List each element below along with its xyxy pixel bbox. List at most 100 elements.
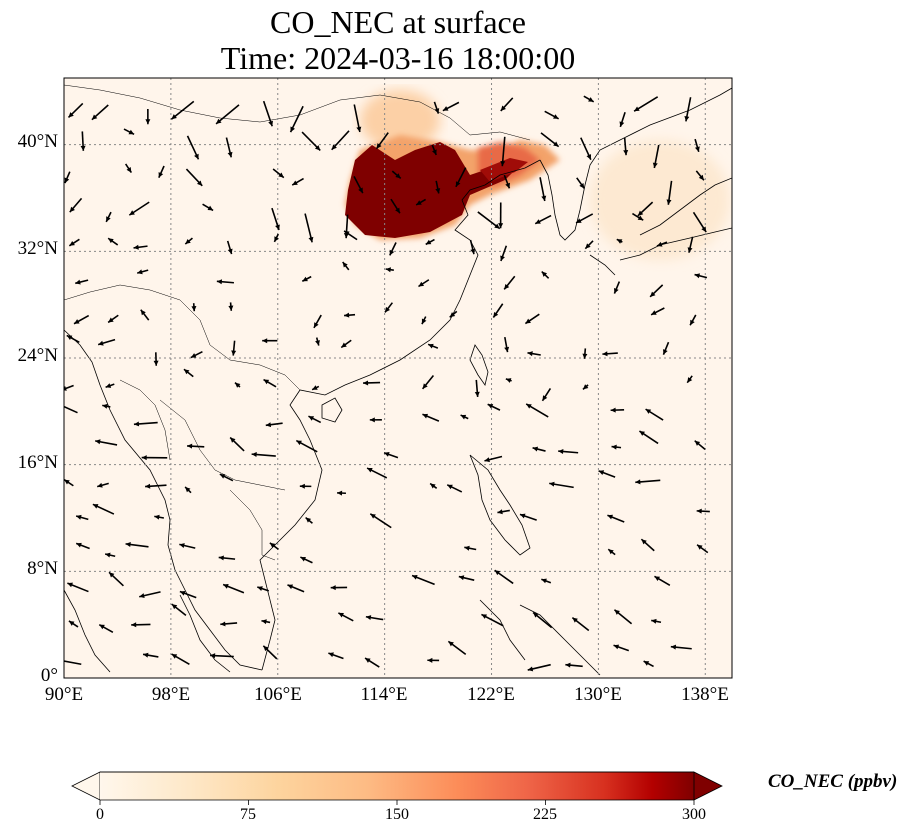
wind-arrow [337,612,354,622]
wind-arrow [421,375,435,390]
colorbar-tick-label: 150 [385,806,409,823]
wind-arrow [652,144,660,169]
wind-arrow [694,273,708,279]
coastline-sumatra [64,589,111,673]
lon-tick-label: 98°E [151,684,191,705]
wind-arrow [95,439,118,446]
wind-arrow [670,644,692,650]
border-laos-thailand [159,399,286,491]
wind-arrow [179,543,196,549]
wind-arrow [418,279,430,288]
wind-arrow [694,440,706,450]
wind-arrow [231,340,237,356]
wind-arrow [123,128,135,135]
lon-tick-label: 90°E [44,684,84,705]
coastline-philippines [469,454,531,556]
wind-arrow [607,548,616,556]
colorbar-tick-label: 75 [240,806,256,823]
wind-arrow [97,482,109,488]
wind-arrow [68,238,80,247]
co-concentration-field [345,90,730,260]
wind-arrow [687,236,694,253]
wind-arrow [64,384,74,391]
wind-arrow [330,585,348,591]
wind-arrow [92,503,115,515]
map-subtitle-time: Time: 2024-03-16 18:00:00 [220,40,576,76]
wind-arrow [102,403,111,409]
wind-arrow [684,97,692,122]
wind-arrow [186,135,200,160]
wind-arrow [689,314,697,326]
wind-arrow [75,279,89,285]
wind-arrow [696,544,709,554]
wind-arrow [656,241,668,247]
border-china-mongolia [64,84,531,141]
wind-arrow [265,422,283,428]
wind-arrow [503,174,511,189]
wind-arrow [295,439,318,453]
wind-arrow [623,137,629,156]
wind-arrow [421,316,427,325]
wind-arrow [269,542,279,551]
wind-arrow [607,514,625,523]
wind-arrow [105,383,115,388]
wind-arrow [541,388,552,402]
wind-arrow [363,380,381,386]
wind-arrow [525,403,549,418]
wind-arrow [576,177,585,189]
wind-arrow [133,244,148,250]
wind-arrow [154,514,165,520]
wind-arrow [385,267,394,273]
wind-arrow [328,652,344,660]
wind-arrow [261,619,271,625]
wind-arrow [558,449,579,454]
wind-arrow [139,591,161,599]
wind-arrow [458,575,475,581]
wind-arrow [344,312,356,318]
wind-arrow [304,213,314,243]
country-borders [64,84,531,561]
wind-arrow [64,405,78,414]
map-frame [63,77,733,679]
wind-arrow [527,351,541,357]
wind-arrow [692,211,707,233]
wind-arrow [251,452,276,458]
wind-arrow [289,105,304,133]
wind-arrow [524,313,540,325]
wind-arrow [216,279,234,285]
wind-arrow [108,571,124,587]
wind-arrow [75,542,90,550]
wind-arrow [484,455,503,463]
lat-tick-label: 40°N [17,131,58,152]
wind-arrow [446,484,463,493]
wind-arrow [650,307,665,316]
wind-arrow [287,584,305,593]
coastline-hainan [321,397,343,423]
wind-arrow [505,378,512,383]
wind-arrow [635,479,661,485]
colorbar-tick-label: 300 [682,806,706,823]
wind-arrow [75,514,89,521]
wind-arrow [549,481,574,489]
wind-arrow [383,452,399,459]
wind-arrow [145,483,167,489]
wind-arrow [619,112,626,128]
wind-arrow [315,337,320,346]
wind-arrow [469,239,476,255]
lon-tick-label: 106°E [254,684,302,705]
wind-arrow [580,137,592,161]
wind-arrow [190,350,203,359]
wind-arrow [218,555,236,561]
wind-arrow [219,473,234,482]
wind-arrow [300,556,313,564]
wind-arrow [540,132,560,148]
wind-arrow [616,238,623,244]
coastline-taiwan [469,344,489,386]
lon-tick-label: 138°E [681,684,729,705]
wind-arrow [105,211,112,223]
colorbar-tick-marks [99,800,695,805]
colorbar-tick-label: 0 [96,806,104,823]
wind-arrow [613,644,630,652]
wind-arrow [464,545,477,551]
